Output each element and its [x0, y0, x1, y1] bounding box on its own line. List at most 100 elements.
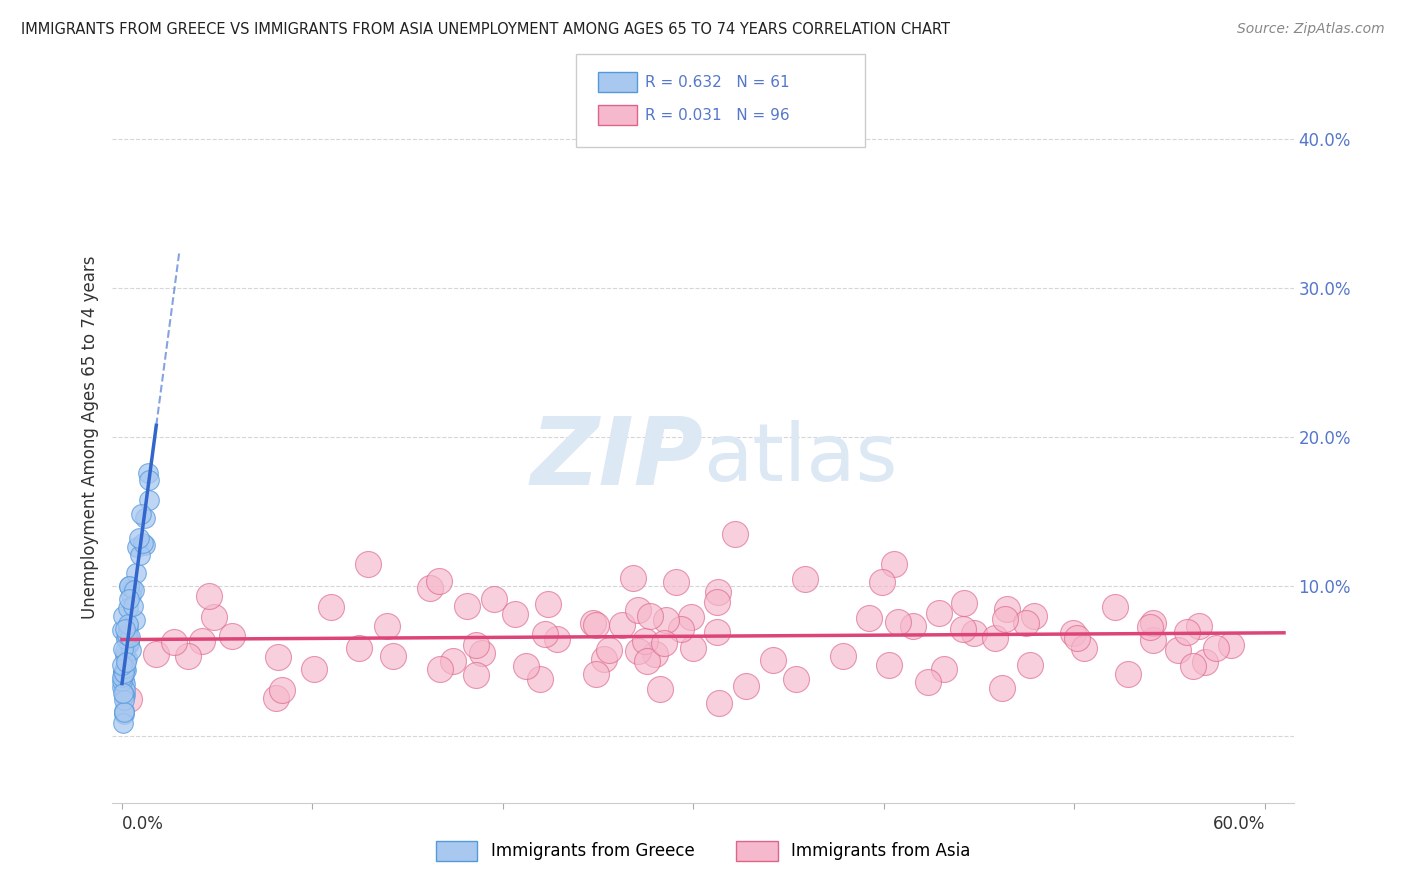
Point [582, 615, 605, 630]
Point [681, 609, 703, 624]
Point [114, 682, 136, 697]
Point [1022, 609, 1045, 624]
Point [706, 595, 728, 609]
Point [114, 631, 136, 645]
Point [115, 650, 138, 665]
Point [503, 607, 526, 621]
Point [162, 634, 184, 648]
Point [655, 613, 678, 627]
Point [176, 648, 198, 663]
Point [883, 557, 905, 571]
Point [995, 602, 1018, 616]
Point [118, 592, 141, 607]
Point [1019, 658, 1042, 673]
Point [652, 636, 675, 650]
Point [953, 596, 976, 610]
Point [118, 579, 141, 593]
Point [1219, 638, 1241, 652]
Point [121, 581, 143, 595]
Point [427, 574, 450, 589]
Point [111, 624, 134, 638]
Point [118, 691, 141, 706]
Point [1205, 640, 1227, 655]
Point [724, 527, 747, 541]
Point [112, 706, 135, 720]
Point [529, 672, 551, 686]
Text: R = 0.031   N = 96: R = 0.031 N = 96 [645, 108, 790, 122]
Text: Source: ZipAtlas.com: Source: ZipAtlas.com [1237, 22, 1385, 37]
Point [198, 589, 221, 603]
Point [585, 667, 607, 681]
Point [1066, 631, 1088, 645]
Point [304, 662, 326, 676]
Point [111, 716, 134, 731]
Point [112, 707, 135, 722]
Point [118, 637, 141, 651]
Point [465, 668, 488, 682]
Point [112, 688, 135, 702]
Point [115, 632, 138, 647]
Point [1104, 600, 1126, 615]
Point [887, 615, 910, 630]
Point [1194, 655, 1216, 669]
Text: IMMIGRANTS FROM GREECE VS IMMIGRANTS FROM ASIA UNEMPLOYMENT AMONG AGES 65 TO 74 : IMMIGRANTS FROM GREECE VS IMMIGRANTS FRO… [21, 22, 950, 37]
Point [762, 653, 785, 667]
Point [112, 665, 135, 680]
Point [267, 650, 290, 665]
Text: 60.0%: 60.0% [1212, 814, 1265, 833]
Point [706, 624, 728, 639]
Point [221, 629, 243, 643]
Point [136, 466, 159, 480]
Point [644, 647, 666, 661]
Point [1142, 633, 1164, 648]
Point [1188, 619, 1211, 633]
Point [117, 620, 139, 634]
Point [1139, 620, 1161, 634]
Point [111, 642, 134, 657]
Point [115, 627, 138, 641]
Point [877, 658, 900, 673]
Point [994, 612, 1017, 626]
Point [546, 632, 568, 646]
Point [132, 536, 155, 550]
Point [112, 692, 135, 706]
Point [129, 548, 152, 562]
Point [429, 663, 451, 677]
Point [124, 613, 146, 627]
Point [593, 652, 616, 666]
Point [610, 618, 633, 632]
Point [1073, 640, 1095, 655]
Point [482, 592, 505, 607]
Point [120, 630, 142, 644]
Point [111, 686, 134, 700]
Point [1142, 615, 1164, 630]
Point [441, 654, 464, 668]
Point [112, 667, 135, 681]
Point [127, 540, 149, 554]
Point [347, 641, 370, 656]
Point [707, 584, 730, 599]
Point [634, 634, 657, 648]
Point [682, 641, 704, 656]
Point [138, 493, 160, 508]
Point [122, 599, 145, 613]
Point [145, 647, 167, 661]
Point [794, 572, 817, 586]
Point [707, 696, 730, 710]
Point [112, 666, 135, 681]
Point [638, 608, 661, 623]
Text: R = 0.632   N = 61: R = 0.632 N = 61 [645, 75, 790, 89]
Point [112, 609, 135, 624]
Legend: Immigrants from Greece, Immigrants from Asia: Immigrants from Greece, Immigrants from … [429, 834, 977, 868]
Text: atlas: atlas [703, 420, 897, 498]
Text: 0.0%: 0.0% [122, 814, 165, 833]
Point [264, 690, 287, 705]
Point [990, 681, 1012, 695]
Point [464, 638, 486, 652]
Point [928, 606, 950, 620]
Point [585, 618, 607, 632]
Point [785, 673, 807, 687]
Point [120, 588, 142, 602]
Point [419, 582, 441, 596]
Point [124, 566, 146, 581]
